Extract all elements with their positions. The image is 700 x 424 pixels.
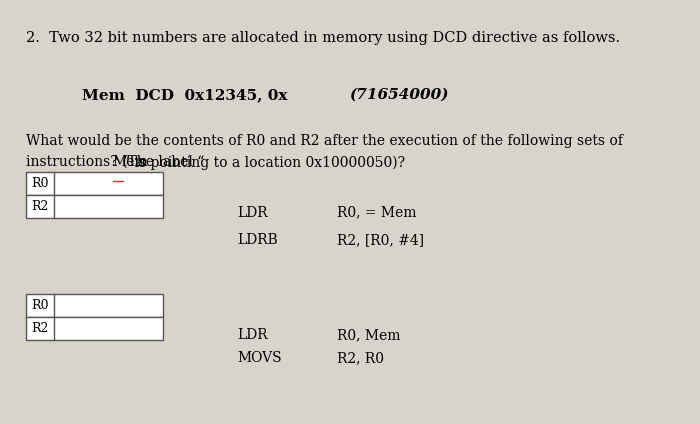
Text: R2: R2 (32, 200, 49, 213)
Text: R0: R0 (32, 299, 49, 312)
FancyBboxPatch shape (26, 294, 163, 317)
Text: (71654000): (71654000) (349, 88, 448, 102)
Text: LDRB: LDRB (237, 233, 278, 247)
Text: What would be the contents of R0 and R2 after the execution of the following set: What would be the contents of R0 and R2 … (26, 134, 623, 148)
Text: Mem: Mem (113, 155, 148, 169)
Text: LDR: LDR (237, 206, 268, 220)
Text: R0, = Mem: R0, = Mem (337, 206, 416, 220)
Text: R0: R0 (32, 177, 49, 190)
Text: R2, R0: R2, R0 (337, 351, 384, 365)
Text: MOVS: MOVS (237, 351, 282, 365)
Text: LDR: LDR (237, 328, 268, 342)
Text: ” is pointing to a location 0x10000050)?: ” is pointing to a location 0x10000050)? (122, 155, 405, 170)
Text: R0, Mem: R0, Mem (337, 328, 400, 342)
Text: 2.  Two 32 bit numbers are allocated in memory using DCD directive as follows.: 2. Two 32 bit numbers are allocated in m… (26, 31, 620, 45)
Text: R2: R2 (32, 322, 49, 335)
Text: instructions? (The label “: instructions? (The label “ (26, 155, 204, 169)
Text: Mem  DCD  0x12345, 0x: Mem DCD 0x12345, 0x (82, 88, 293, 102)
Text: R2, [R0, #4]: R2, [R0, #4] (337, 233, 424, 247)
FancyBboxPatch shape (26, 172, 163, 195)
FancyBboxPatch shape (26, 195, 163, 218)
FancyBboxPatch shape (26, 317, 163, 340)
